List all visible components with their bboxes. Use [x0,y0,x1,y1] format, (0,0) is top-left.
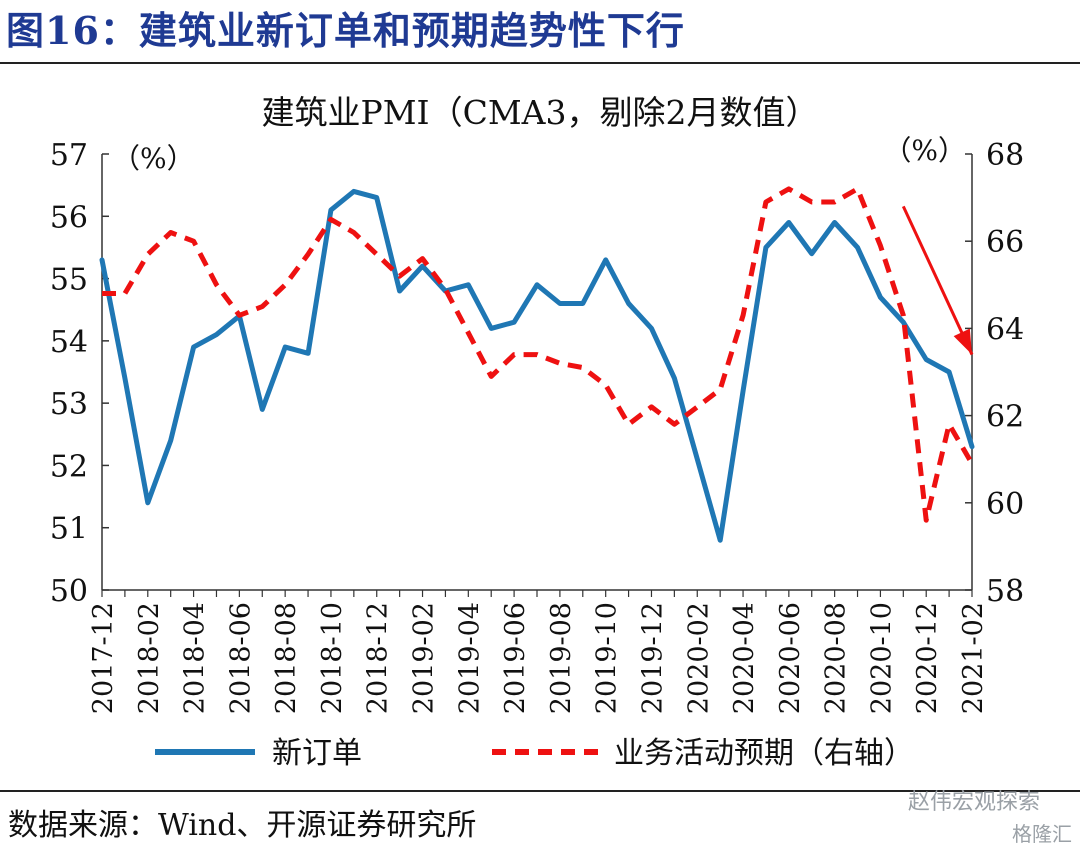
left-tick-label: 52 [50,449,88,484]
chart: 建筑业PMI（CMA3，剔除2月数值） 50 51 52 53 54 55 56 57 58 60 6… [50,93,1024,771]
x-tick-label: 2017-12 [88,602,119,714]
right-axis-unit: （%） [883,134,966,167]
series-line-new-orders [99,188,975,543]
figure-title: 图16：建筑业新订单和预期趋势性下行 [6,8,685,53]
right-tick-label: 62 [986,400,1024,435]
x-tick-label: 2020-06 [775,602,806,714]
x-tick-label: 2021-02 [958,602,989,714]
x-tick-label: 2019-06 [500,602,531,714]
x-tick-label: 2019-10 [592,602,623,714]
x-tick-label: 2018-10 [317,602,348,714]
right-tick-label: 64 [986,312,1024,347]
x-tick-label: 2019-02 [409,602,440,714]
left-tick-label: 56 [50,200,88,235]
x-tick-label: 2020-12 [912,602,943,714]
left-axis-unit: （%） [112,142,195,175]
x-tick-label: 2020-02 [683,602,714,714]
x-tick-label: 2018-08 [271,602,302,714]
trend-arrow-line [901,205,974,356]
right-tick-label: 60 [986,487,1024,522]
right-tick-label: 58 [986,574,1024,609]
left-tick-label: 57 [50,138,88,173]
data-source: 数据来源：Wind、开源证券研究所 [8,808,477,843]
legend-label-new-orders: 新订单 [272,736,362,771]
left-tick-label: 53 [50,387,88,422]
x-tick-label: 2019-08 [546,602,577,714]
x-tick-label: 2020-10 [866,602,897,714]
legend-label-business-expectation: 业务活动预期（右轴） [614,736,914,771]
right-tick-label: 66 [986,225,1024,260]
left-tick-label: 54 [50,325,88,360]
x-tick-label: 2018-04 [180,602,211,714]
left-tick-label: 50 [50,574,88,609]
left-tick-label: 51 [50,512,88,547]
watermark-logo-text: 格隆汇 [1012,822,1072,846]
chart-title: 建筑业PMI（CMA3，剔除2月数值） [262,93,819,132]
left-tick-label: 55 [50,263,88,298]
series-line-business-expectation [102,186,975,523]
bottom-rule [0,790,1080,792]
x-tick-label: 2020-04 [729,602,760,714]
trend-arrow-head [953,328,972,355]
x-tick-label: 2019-12 [637,602,668,714]
x-tick-label: 2019-04 [454,602,485,714]
x-tick-label: 2018-12 [363,602,394,714]
right-tick-label: 68 [986,138,1024,173]
x-tick-label: 2018-06 [225,602,256,714]
x-tick-label: 2020-08 [821,602,852,714]
watermark-text: 赵伟宏观探索 [907,790,1040,815]
x-tick-label: 2018-02 [134,602,165,714]
top-rule [0,62,1080,64]
